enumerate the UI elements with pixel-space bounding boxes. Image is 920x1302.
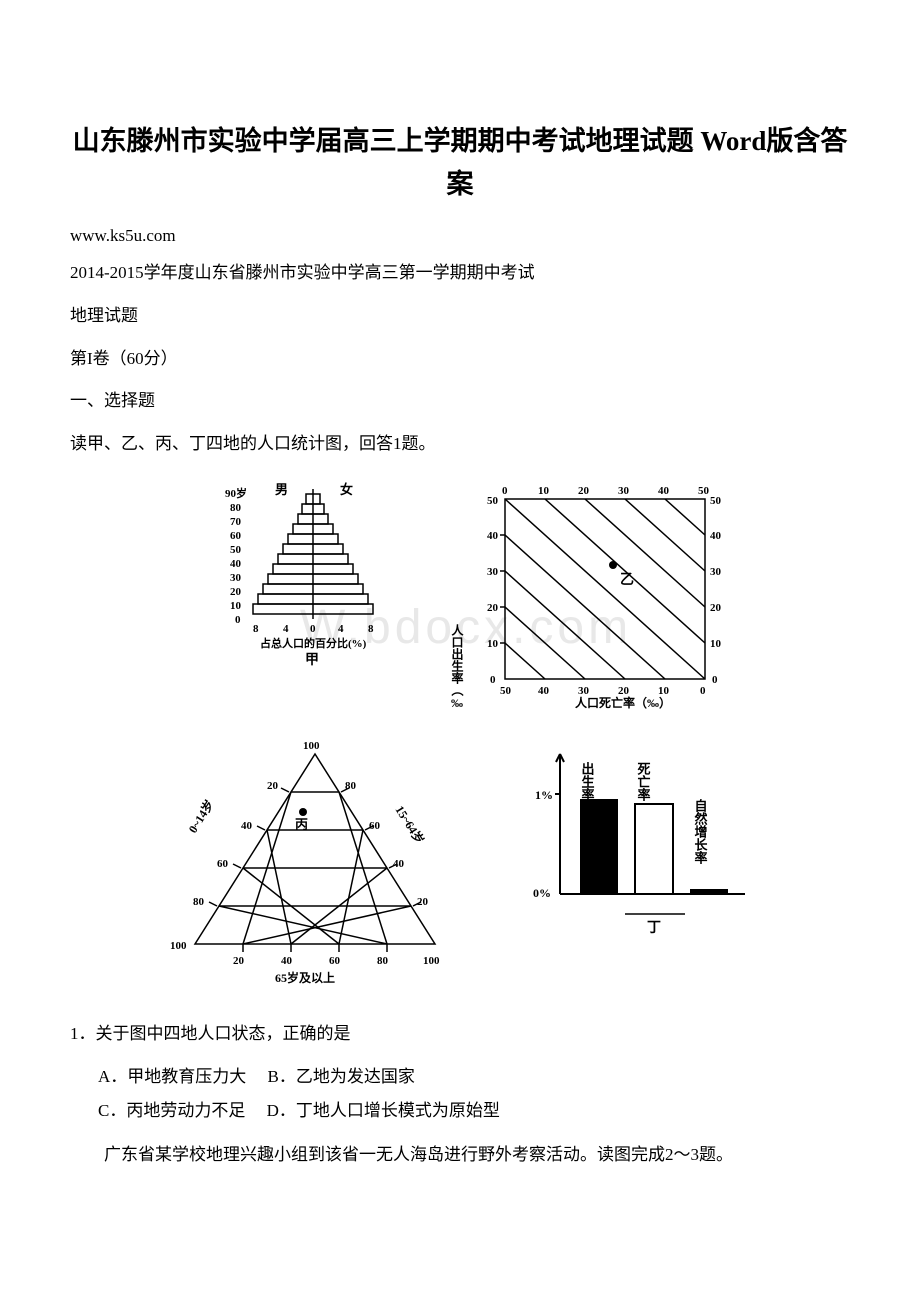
figure-scatter: 乙 50 40 30 20 10 0 0 10 20 30 40 50 50 4… <box>445 479 745 714</box>
svg-text:20: 20 <box>230 586 242 598</box>
svg-text:占总人口的百分比(%): 占总人口的百分比(%) <box>260 636 367 650</box>
svg-text:人口出生率（‰）: 人口出生率（‰） <box>450 623 464 709</box>
svg-text:60: 60 <box>329 955 341 967</box>
option-b: B．乙地为发达国家 <box>268 1067 415 1086</box>
svg-text:40: 40 <box>241 820 253 832</box>
figures-row-2: 丙 100 20 40 60 80 100 80 60 40 20 20 40 … <box>70 734 850 999</box>
svg-text:0~14岁: 0~14岁 <box>185 797 217 836</box>
svg-text:0%: 0% <box>533 886 551 900</box>
subject: 地理试题 <box>70 301 850 332</box>
option-a: A．甲地教育压力大 <box>98 1067 246 1086</box>
svg-text:30: 30 <box>487 566 499 578</box>
svg-text:40: 40 <box>487 530 499 542</box>
svg-text:80: 80 <box>193 896 205 908</box>
svg-text:50: 50 <box>487 495 499 507</box>
svg-text:自然增长率: 自然增长率 <box>693 799 708 866</box>
subtitle: 2014-2015学年度山东省滕州市实验中学高三第一学期期中考试 <box>70 258 850 289</box>
document-title: 山东滕州市实验中学届高三上学期期中考试地理试题 Word版含答案 <box>70 120 850 206</box>
svg-text:50: 50 <box>500 685 512 697</box>
svg-text:0: 0 <box>700 685 706 697</box>
svg-text:0: 0 <box>712 674 718 686</box>
url-text: www.ks5u.com <box>70 226 850 246</box>
figures-row-1: 90岁 80 70 60 50 40 30 20 10 0 男 女 <box>70 479 850 714</box>
svg-text:0: 0 <box>502 485 508 497</box>
svg-text:100: 100 <box>303 740 320 752</box>
question-1-options: A．甲地教育压力大 B．乙地为发达国家 C．丙地劳动力不足 D．丁地人口增长模式… <box>70 1060 850 1128</box>
svg-text:40: 40 <box>393 858 405 870</box>
question-1: 1．关于图中四地人口状态，正确的是 <box>70 1019 850 1050</box>
svg-text:15~64岁: 15~64岁 <box>392 803 427 847</box>
option-d: D．丁地人口增长模式为原始型 <box>267 1101 500 1120</box>
svg-text:死亡率: 死亡率 <box>636 762 651 802</box>
svg-text:女: 女 <box>340 482 353 497</box>
svg-text:30: 30 <box>230 572 242 584</box>
svg-text:4: 4 <box>338 623 344 635</box>
svg-text:60: 60 <box>369 820 381 832</box>
section-sub: 一、选择题 <box>70 386 850 417</box>
svg-text:丁: 丁 <box>647 921 661 936</box>
svg-text:40: 40 <box>230 558 242 570</box>
svg-text:40: 40 <box>538 685 550 697</box>
svg-text:40: 40 <box>658 485 670 497</box>
svg-text:8: 8 <box>368 623 374 635</box>
svg-text:20: 20 <box>267 780 279 792</box>
svg-text:100: 100 <box>170 940 187 952</box>
svg-text:20: 20 <box>710 602 722 614</box>
svg-text:10: 10 <box>538 485 550 497</box>
svg-text:100: 100 <box>423 955 440 967</box>
svg-text:20: 20 <box>578 485 590 497</box>
svg-text:40: 40 <box>281 955 293 967</box>
svg-text:30: 30 <box>618 485 630 497</box>
svg-text:80: 80 <box>345 780 357 792</box>
svg-text:40: 40 <box>710 530 722 542</box>
svg-text:1%: 1% <box>535 788 553 802</box>
svg-text:20: 20 <box>233 955 245 967</box>
svg-text:10: 10 <box>710 638 722 650</box>
svg-text:0: 0 <box>235 614 241 626</box>
option-c: C．丙地劳动力不足 <box>98 1101 245 1120</box>
svg-text:80: 80 <box>377 955 389 967</box>
svg-text:60: 60 <box>217 858 229 870</box>
figure-triangle: 丙 100 20 40 60 80 100 80 60 40 20 20 40 … <box>155 734 475 999</box>
svg-text:50: 50 <box>710 495 722 507</box>
svg-text:男: 男 <box>275 482 288 497</box>
svg-text:0: 0 <box>490 674 496 686</box>
svg-text:10: 10 <box>487 638 499 650</box>
svg-text:20: 20 <box>487 602 499 614</box>
svg-text:70: 70 <box>230 516 242 528</box>
svg-text:甲: 甲 <box>305 652 319 668</box>
svg-text:4: 4 <box>283 623 289 635</box>
svg-text:50: 50 <box>230 544 242 556</box>
svg-text:20: 20 <box>417 896 429 908</box>
svg-text:乙: 乙 <box>620 572 634 588</box>
section: 第I卷（60分） <box>70 344 850 375</box>
svg-text:65岁及以上: 65岁及以上 <box>275 970 335 985</box>
figure-bar: 1% 0% 出生率 死亡率 自然增长率 丁 <box>505 734 765 999</box>
svg-text:80: 80 <box>230 502 242 514</box>
svg-text:出生率: 出生率 <box>580 762 595 803</box>
pyramid-y-label: 90岁 <box>225 486 247 500</box>
svg-text:10: 10 <box>230 600 242 612</box>
intro-2: 广东省某学校地理兴趣小组到该省一无人海岛进行野外考察活动。读图完成2～3题。 <box>70 1140 850 1171</box>
intro-1: 读甲、乙、丙、丁四地的人口统计图，回答1题。 <box>70 429 850 460</box>
svg-text:丙: 丙 <box>295 817 308 832</box>
svg-text:人口死亡率（‰）: 人口死亡率（‰） <box>575 695 671 709</box>
figure-pyramid: 90岁 80 70 60 50 40 30 20 10 0 男 女 <box>175 479 415 714</box>
svg-text:8: 8 <box>253 623 259 635</box>
svg-text:50: 50 <box>698 485 710 497</box>
svg-text:60: 60 <box>230 530 242 542</box>
svg-text:0: 0 <box>310 623 316 635</box>
svg-text:30: 30 <box>710 566 722 578</box>
